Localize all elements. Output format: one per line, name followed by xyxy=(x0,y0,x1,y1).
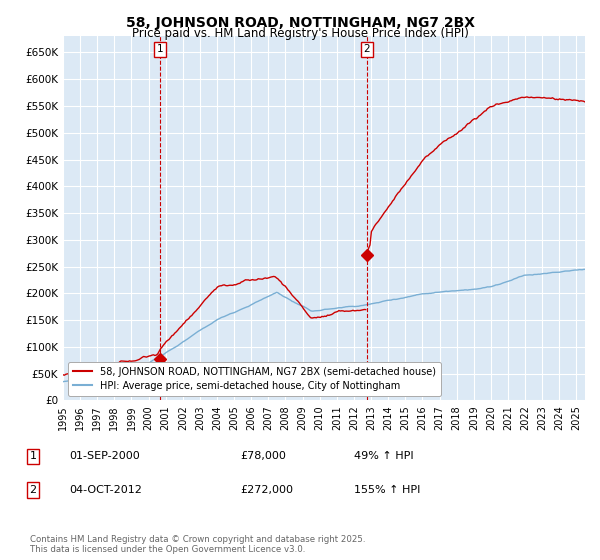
Text: 04-OCT-2012: 04-OCT-2012 xyxy=(69,485,142,495)
Text: Price paid vs. HM Land Registry's House Price Index (HPI): Price paid vs. HM Land Registry's House … xyxy=(131,27,469,40)
Legend: 58, JOHNSON ROAD, NOTTINGHAM, NG7 2BX (semi-detached house), HPI: Average price,: 58, JOHNSON ROAD, NOTTINGHAM, NG7 2BX (s… xyxy=(68,362,441,395)
Text: 155% ↑ HPI: 155% ↑ HPI xyxy=(354,485,421,495)
Text: £272,000: £272,000 xyxy=(240,485,293,495)
Text: 2: 2 xyxy=(364,44,370,54)
Text: Contains HM Land Registry data © Crown copyright and database right 2025.
This d: Contains HM Land Registry data © Crown c… xyxy=(30,535,365,554)
Text: 1: 1 xyxy=(157,44,163,54)
Text: 01-SEP-2000: 01-SEP-2000 xyxy=(69,451,140,461)
Text: 49% ↑ HPI: 49% ↑ HPI xyxy=(354,451,413,461)
Text: 2: 2 xyxy=(29,485,37,495)
Text: 1: 1 xyxy=(29,451,37,461)
Text: 58, JOHNSON ROAD, NOTTINGHAM, NG7 2BX: 58, JOHNSON ROAD, NOTTINGHAM, NG7 2BX xyxy=(125,16,475,30)
Text: £78,000: £78,000 xyxy=(240,451,286,461)
